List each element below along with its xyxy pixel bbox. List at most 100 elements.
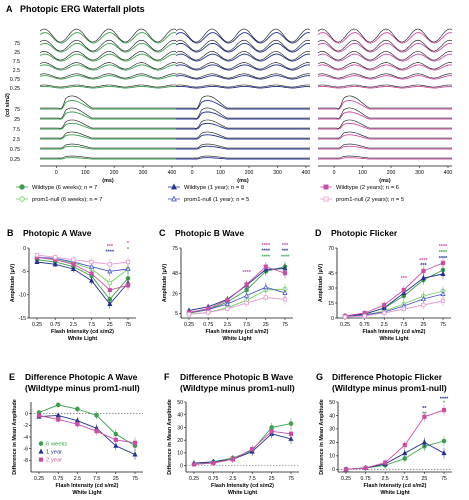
data-point <box>71 262 76 267</box>
chart-title: Difference Photopic Flicker <box>332 372 443 382</box>
x-tick-label: 0.75 <box>53 476 63 482</box>
flash-trace-prom1-null <box>40 100 176 110</box>
x-axis-label: Flash Intensity (cd s/m2) <box>56 483 119 489</box>
flash-trace-wildtype <box>318 155 452 159</box>
panel-a-time-tick-label: 400 <box>168 170 177 176</box>
legend-marker <box>171 195 177 202</box>
y-tick-label: 70 <box>328 246 334 252</box>
data-point <box>263 295 268 300</box>
data-point <box>441 450 447 456</box>
chart-title: Difference Photopic B Wave <box>180 372 293 382</box>
series-line <box>345 409 445 470</box>
data-point <box>244 292 250 298</box>
flicker-trace-prom1-null <box>317 53 453 62</box>
flicker-trace-prom1-null <box>39 64 177 71</box>
flash-trace-wildtype <box>318 107 452 119</box>
flash-trace-prom1-null <box>176 100 310 110</box>
significance-mark: * <box>127 247 130 253</box>
chart-subtitle: (Wildtype minus prom1-null) <box>332 383 447 393</box>
data-point <box>288 431 294 436</box>
flicker-level-label: 0.25 <box>10 86 20 92</box>
panel-letter: D <box>315 228 322 238</box>
data-point <box>107 280 113 286</box>
chart-subtitle: (Wildtype minus prom1-null) <box>180 383 295 393</box>
y-tick-label: -2 <box>23 423 28 429</box>
significance-mark: *** <box>420 263 427 269</box>
panel-a-time-tick-label: 400 <box>444 170 453 176</box>
panel-a-time-tick-label: 100 <box>358 170 367 176</box>
x-tick-label: 2.5 <box>382 476 389 482</box>
data-point <box>421 302 426 308</box>
y-axis-label: Difference in Mean Amplitude <box>167 399 173 475</box>
flash-trace-prom1-null <box>318 100 452 110</box>
panel-letter: G <box>316 372 323 382</box>
panel-a-time-tick-label: 0 <box>333 170 336 176</box>
flicker-trace-wildtype <box>317 51 453 61</box>
x-tick-label: 7.5 <box>93 476 100 482</box>
flash-trace-prom1-null <box>40 145 176 150</box>
series-line <box>36 261 129 305</box>
data-point <box>89 277 95 283</box>
y-tick-label: 0 <box>332 467 335 473</box>
significance-mark: **** <box>106 250 115 256</box>
flash-trace-prom1-null <box>176 157 310 160</box>
data-point <box>89 263 95 269</box>
series-line <box>38 414 136 444</box>
data-point <box>225 306 230 311</box>
flash-trace-wildtype <box>318 131 452 139</box>
x-axis-sublabel: White Light <box>379 336 409 342</box>
data-point <box>420 274 426 281</box>
flicker-trace-prom1-null <box>317 64 453 71</box>
flicker-level-label: 7.5 <box>13 59 20 65</box>
y-axis-label: Amplitude (μV) <box>318 264 324 303</box>
data-point <box>125 283 131 288</box>
flicker-trace-wildtype <box>175 73 311 79</box>
flash-trace-prom1-null <box>318 111 452 120</box>
chart-panel-d: D Photopic Flicker 0 15 30 45 70 0.25 0.75 2.5 7.5… <box>315 228 451 342</box>
data-point <box>343 467 349 472</box>
x-axis-label: Flash Intensity (cd s/m2) <box>211 483 274 489</box>
panel-a-waterfall: 75257.52.50.750.2575257.52.50.750.25(cd … <box>5 28 453 184</box>
significance-mark: **** <box>419 258 428 264</box>
data-point <box>55 402 61 408</box>
significance-mark: **** <box>262 254 271 260</box>
panel-letter: C <box>159 228 166 238</box>
flash-level-label: 2.5 <box>13 137 20 143</box>
flicker-trace-wildtype <box>39 84 177 88</box>
chart-title: Photopic B Wave <box>175 228 244 238</box>
flicker-level-label: 25 <box>14 50 20 56</box>
x-tick-label: 2.5 <box>74 476 81 482</box>
x-tick-label: 25 <box>421 322 427 328</box>
x-tick-label: 7.5 <box>400 322 407 328</box>
data-point <box>363 465 368 471</box>
data-point <box>75 422 80 427</box>
data-point <box>75 406 80 412</box>
series-line <box>36 259 129 301</box>
panel-a-title: Photopic ERG Waterfall plots <box>20 4 145 14</box>
y-tick-label: 0 <box>331 316 334 322</box>
x-tick-label: 7.5 <box>249 476 256 482</box>
panel-a-time-tick-label: 300 <box>139 170 148 176</box>
y-axis-label: Amplitude (μV) <box>162 264 168 303</box>
data-point <box>250 446 255 452</box>
flicker-trace-prom1-null <box>175 64 311 71</box>
series-line <box>188 266 286 313</box>
data-point <box>282 297 288 302</box>
y-tick-label: 50 <box>177 400 183 406</box>
panel-a-xlabel: (ms) <box>102 178 114 184</box>
data-point <box>132 440 138 445</box>
panel-a-ylabel: (cd s/m2) <box>5 93 11 117</box>
flash-trace-prom1-null <box>318 145 452 150</box>
flash-trace-wildtype <box>176 119 310 129</box>
x-tick-label: 0.75 <box>361 476 371 482</box>
y-axis-label: Difference in Mean Amplitude <box>319 399 325 475</box>
series-line <box>188 297 286 315</box>
y-tick-label: 5 <box>175 311 178 317</box>
y-tick-label: 0 <box>180 463 183 469</box>
data-point <box>401 287 406 293</box>
data-point <box>288 421 294 426</box>
legend-label: prom1-null (6 weeks); n = 7 <box>32 197 102 203</box>
x-tick-label: 0.75 <box>208 476 218 482</box>
flash-trace-wildtype <box>318 143 452 149</box>
series-line <box>344 293 444 318</box>
